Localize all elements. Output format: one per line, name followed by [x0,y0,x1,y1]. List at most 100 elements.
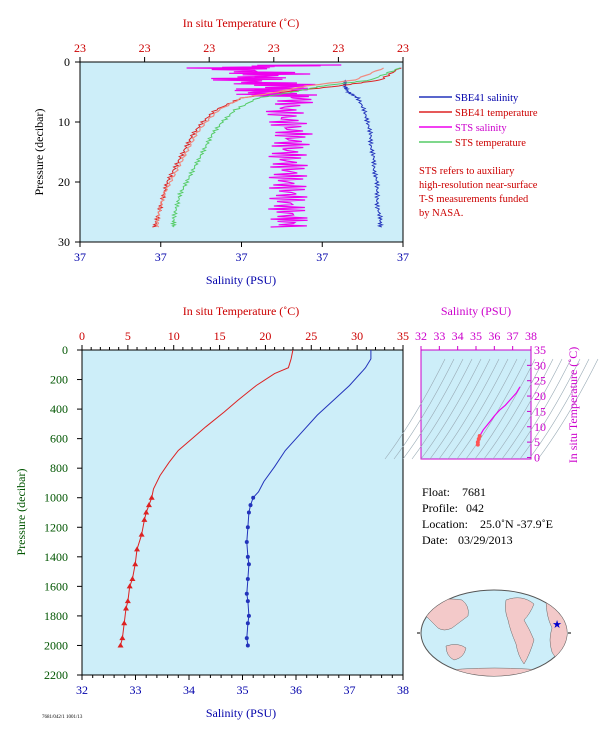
top-chart-top-tick-label: 23 [203,41,215,55]
ts-density-contour [456,358,518,460]
main-chart-y-tick-label: 0 [62,343,68,357]
ts-profile-point [476,437,481,442]
location-label: Location: [422,517,468,531]
ts-chart-top-axis-label: Salinity (PSU) [441,304,511,318]
main-chart-y-tick-label: 600 [50,432,68,446]
main-chart-bottom-tick-label: 35 [237,683,249,697]
main-chart-bottom-tick-label: 34 [183,683,195,697]
ts-density-contour [537,358,599,460]
main-chart-top-tick-label: 25 [305,329,317,343]
footer-code: 7681/042/1 1001/13 [42,715,83,720]
main-chart-plot-area [81,349,404,676]
temperature-point [138,531,145,537]
map-land-antarctica [429,667,561,676]
salinity-point [244,540,249,545]
main-chart: In situ Temperature (˚C) 0 5 10 15 20 25 30 35 … [14,304,409,720]
ts-chart-right-tick-label: 10 [534,420,546,434]
ts-chart-top-tick-label: 37 [507,329,519,343]
main-chart-y-tick-label: 1400 [44,550,68,564]
main-chart-y-ticks: 0 200 400 600 800 1000 1200 1400 1600 1800 2000 220… [44,343,82,682]
top-chart-top-tick-label: 23 [397,41,409,55]
ts-chart-right-tick-label: 25 [534,374,546,388]
ts-chart-right-tick-label: 15 [534,404,546,418]
sts-note: STS refers to auxiliary high-resolution … [419,166,538,219]
main-chart-top-tick-label: 5 [125,329,131,343]
ts-density-contour [519,358,581,460]
ts-profile-point [477,433,482,438]
main-chart-bottom-tick-label: 38 [397,683,409,697]
ts-chart-top-tick-label: 35 [470,329,482,343]
temperature-point [148,494,155,500]
float-location-marker-icon: ★ [552,619,562,631]
main-chart-series [117,349,372,648]
ts-density-contour [447,358,509,460]
ts-chart-top-tick-label: 34 [452,329,464,343]
temperature-point [143,509,150,515]
top-chart-top-tick-label: 23 [332,41,344,55]
map-land-australia [445,644,467,661]
profile-label: Profile: [422,501,458,515]
top-chart-y-tick-label: 0 [64,55,70,69]
top-legend: SBE41 salinity SBE41 temperature STS sal… [419,93,538,149]
sts-note-line-4: by NASA. [419,208,463,219]
ts-density-contour [492,358,554,460]
ts-chart-right-axis-label: In situ Temperature (˚C) [566,347,580,464]
float-info: Float: 7681 Profile: 042 Location: 25.0˚… [422,485,553,547]
ts-density-contour [483,358,545,460]
top-chart-y-ticks: 0 10 20 30 [58,55,80,249]
top-chart-series [152,64,402,228]
main-chart-y-tick-label: 1800 [44,609,68,623]
top-series-sts-salinity [186,64,342,228]
main-chart-bottom-tick-label: 33 [130,683,142,697]
salinity-point [245,643,250,648]
sts-note-line-1: STS refers to auxiliary [419,166,515,177]
salinity-point [251,495,256,500]
temperature-point [117,642,124,648]
ts-chart-right-tick-label: 0 [534,450,540,464]
main-chart-y-tick-label: 1600 [44,579,68,593]
main-chart-y-axis-label: Pressure (decibar) [14,469,28,556]
salinity-point [246,510,251,515]
ts-chart-top-tick-label: 33 [433,329,445,343]
ts-chart-right-tick-label: 20 [534,389,546,403]
top-chart-bottom-tick-label: 37 [74,250,86,264]
salinity-point [244,636,249,641]
float-value: 7681 [462,485,486,499]
main-chart-y-tick-label: 200 [50,373,68,387]
salinity-point [246,562,251,567]
location-value: 25.0˚N -37.9˚E [480,517,553,531]
ts-density-contour [501,358,563,460]
main-chart-y-tick-label: 400 [50,402,68,416]
salinity-point [246,613,251,618]
ts-density-contour [420,358,482,460]
top-series-temperature-companion [155,67,384,228]
temperature-point [126,583,133,589]
top-chart-y-tick-label: 30 [58,235,70,249]
main-chart-bottom-axis-label: Salinity (PSU) [206,706,276,720]
ts-chart-series [475,386,521,447]
ts-chart-top-tick-label: 38 [525,329,537,343]
sts-note-line-3: T-S measurements funded [419,194,529,205]
salinity-point [244,591,249,596]
top-chart-bottom-tick-label: 37 [316,250,328,264]
sts-note-line-2: high-resolution near-surface [419,180,538,191]
ts-density-contours [384,358,599,460]
main-chart-bottom-tick-label: 32 [76,683,88,697]
ts-density-contour [474,358,536,460]
temperature-point [121,620,128,626]
salinity-point [245,599,250,604]
legend-label-sts-temperature: STS temperature [455,138,526,149]
top-chart-top-tick-label: 23 [74,41,86,55]
ts-density-contour [438,358,500,460]
ts-density-contour [411,358,473,460]
salinity-point [245,525,250,530]
salinity-point [245,554,250,559]
temperature-point [141,516,148,522]
ts-chart-top-ticks: 32 33 34 35 36 37 38 [415,329,537,350]
top-chart-y-tick-label: 10 [58,115,70,129]
ts-chart-right-tick-label: 30 [534,358,546,372]
top-chart-top-axis-label: In situ Temperature (˚C) [183,16,300,30]
ts-profile-point [475,442,480,447]
